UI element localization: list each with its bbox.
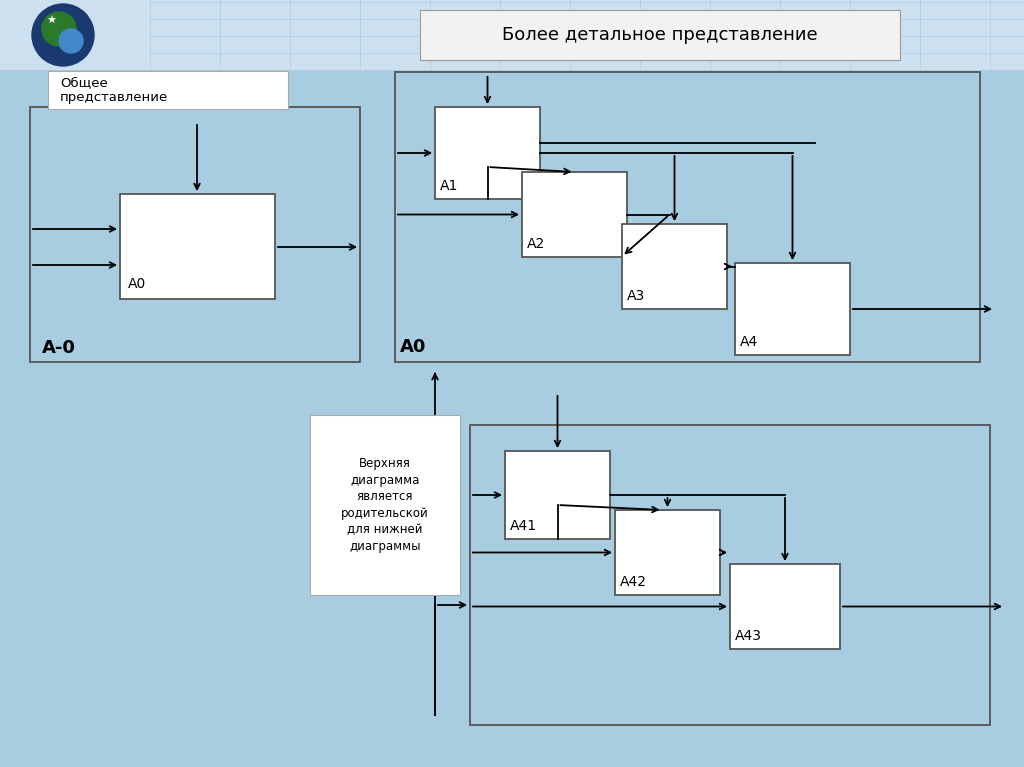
Bar (730, 564, 840, 649)
Bar (420, 10, 900, 60)
Bar (0, 0, 1024, 70)
Text: A43: A43 (735, 629, 762, 643)
Bar (615, 510, 720, 595)
Bar (735, 263, 850, 355)
Text: A3: A3 (627, 289, 645, 303)
Bar (470, 425, 990, 725)
Text: A2: A2 (527, 237, 545, 251)
Bar (435, 107, 540, 199)
Text: A41: A41 (510, 519, 538, 533)
Text: ★: ★ (46, 16, 56, 26)
Text: A42: A42 (620, 575, 647, 589)
Bar (622, 224, 727, 309)
Bar (48, 71, 288, 109)
Text: Общее
представление: Общее представление (60, 76, 168, 104)
Bar (310, 415, 460, 595)
Text: А-0: А-0 (42, 339, 76, 357)
Circle shape (32, 4, 94, 66)
Text: A0: A0 (128, 277, 146, 291)
Circle shape (42, 12, 76, 46)
Text: Более детальное представление: Более детальное представление (502, 25, 818, 44)
Text: A1: A1 (440, 179, 459, 193)
Bar (30, 107, 360, 362)
Text: A0: A0 (400, 338, 426, 356)
Bar (120, 194, 275, 299)
Text: Верхняя
диаграмма
является
родительской
для нижней
диаграммы: Верхняя диаграмма является родительской … (341, 457, 429, 553)
Bar (522, 172, 627, 257)
Bar (505, 451, 610, 539)
Circle shape (59, 29, 83, 53)
Text: A4: A4 (740, 335, 758, 349)
Bar (395, 72, 980, 362)
